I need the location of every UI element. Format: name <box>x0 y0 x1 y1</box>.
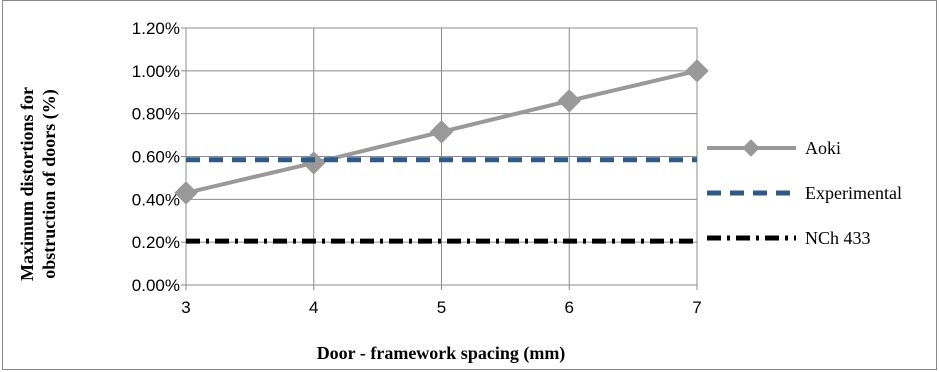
y-axis-title-line-1: Maximum distortions for <box>17 87 37 281</box>
legend-marker-aoki <box>742 139 760 157</box>
x-tick-label: 7 <box>692 298 701 317</box>
x-tick-label: 3 <box>181 298 190 317</box>
data-point-aoki <box>174 181 198 205</box>
y-tick-label: 0.80% <box>132 105 180 124</box>
legend-label-nch-433: NCh 433 <box>805 228 871 248</box>
x-tick-label: 6 <box>565 298 574 317</box>
y-tick-label: 0.60% <box>132 148 180 167</box>
x-tick-label: 4 <box>309 298 318 317</box>
y-axis-title: Maximum distortions for obstruction of d… <box>17 87 60 281</box>
legend-label-experimental: Experimental <box>805 183 902 203</box>
x-axis-title: Door - framework spacing (mm) <box>317 343 566 364</box>
y-tick-label: 0.40% <box>132 190 180 209</box>
tick-labels: 0.00% 0.20% 0.40% 0.60% 0.80% 1.00% 1.20% 3 4 5 6 7 <box>132 19 702 317</box>
series-group <box>174 59 709 244</box>
y-axis-title-line-2: obstruction of doors (%) <box>39 89 60 279</box>
legend: Aoki Experimental NCh 433 <box>707 138 902 248</box>
y-tick-label: 1.00% <box>132 62 180 81</box>
data-point-aoki <box>685 59 709 83</box>
legend-label-aoki: Aoki <box>805 138 841 158</box>
y-tick-label: 0.20% <box>132 233 180 252</box>
y-tick-label: 1.20% <box>132 19 180 38</box>
x-tick-label: 5 <box>437 298 446 317</box>
data-point-aoki <box>557 89 581 113</box>
data-point-aoki <box>302 151 326 175</box>
data-point-aoki <box>429 120 454 144</box>
gridlines <box>186 27 698 285</box>
y-tick-label: 0.00% <box>132 276 180 295</box>
